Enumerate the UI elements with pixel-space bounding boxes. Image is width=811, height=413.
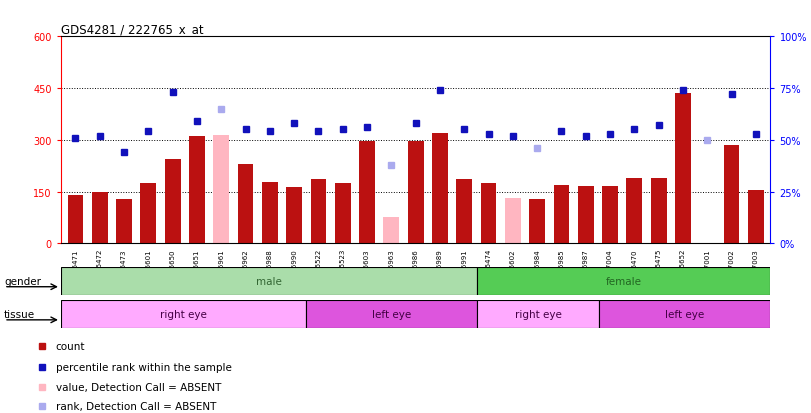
Bar	[554, 185, 569, 244]
Bar	[408, 142, 423, 244]
Bar	[481, 183, 496, 244]
Bar	[140, 183, 157, 244]
Bar	[286, 187, 302, 244]
Text: GDS4281 / 222765_x_at: GDS4281 / 222765_x_at	[61, 23, 204, 36]
Bar	[723, 146, 740, 244]
Text: left eye: left eye	[371, 309, 411, 319]
Bar	[213, 135, 230, 244]
Bar	[92, 193, 108, 244]
Bar	[650, 178, 667, 244]
Bar	[61, 267, 477, 295]
Bar	[61, 300, 306, 328]
Bar	[116, 199, 132, 244]
Bar	[599, 300, 770, 328]
Bar	[578, 187, 594, 244]
Text: male: male	[256, 276, 281, 286]
Text: right eye: right eye	[160, 309, 207, 319]
Bar	[306, 300, 477, 328]
Text: gender: gender	[4, 276, 41, 286]
Bar	[505, 199, 521, 244]
Bar	[311, 180, 326, 244]
Bar	[359, 142, 375, 244]
Bar	[165, 159, 181, 244]
Bar	[602, 187, 618, 244]
Bar	[748, 190, 764, 244]
Bar	[432, 133, 448, 244]
Bar	[626, 178, 642, 244]
Bar	[384, 218, 399, 244]
Bar	[530, 199, 545, 244]
Bar	[262, 183, 277, 244]
Bar	[189, 137, 205, 244]
Text: value, Detection Call = ABSENT: value, Detection Call = ABSENT	[56, 382, 221, 392]
Bar	[477, 300, 599, 328]
Text: female: female	[606, 276, 642, 286]
Bar	[335, 183, 350, 244]
Text: right eye: right eye	[514, 309, 561, 319]
Text: rank, Detection Call = ABSENT: rank, Detection Call = ABSENT	[56, 401, 217, 411]
Bar	[675, 94, 691, 244]
Bar	[457, 180, 472, 244]
Bar	[67, 195, 84, 244]
Text: left eye: left eye	[665, 309, 705, 319]
Text: tissue: tissue	[4, 309, 35, 319]
Bar	[238, 164, 253, 244]
Bar	[477, 267, 770, 295]
Text: percentile rank within the sample: percentile rank within the sample	[56, 362, 232, 372]
Text: count: count	[56, 341, 85, 351]
